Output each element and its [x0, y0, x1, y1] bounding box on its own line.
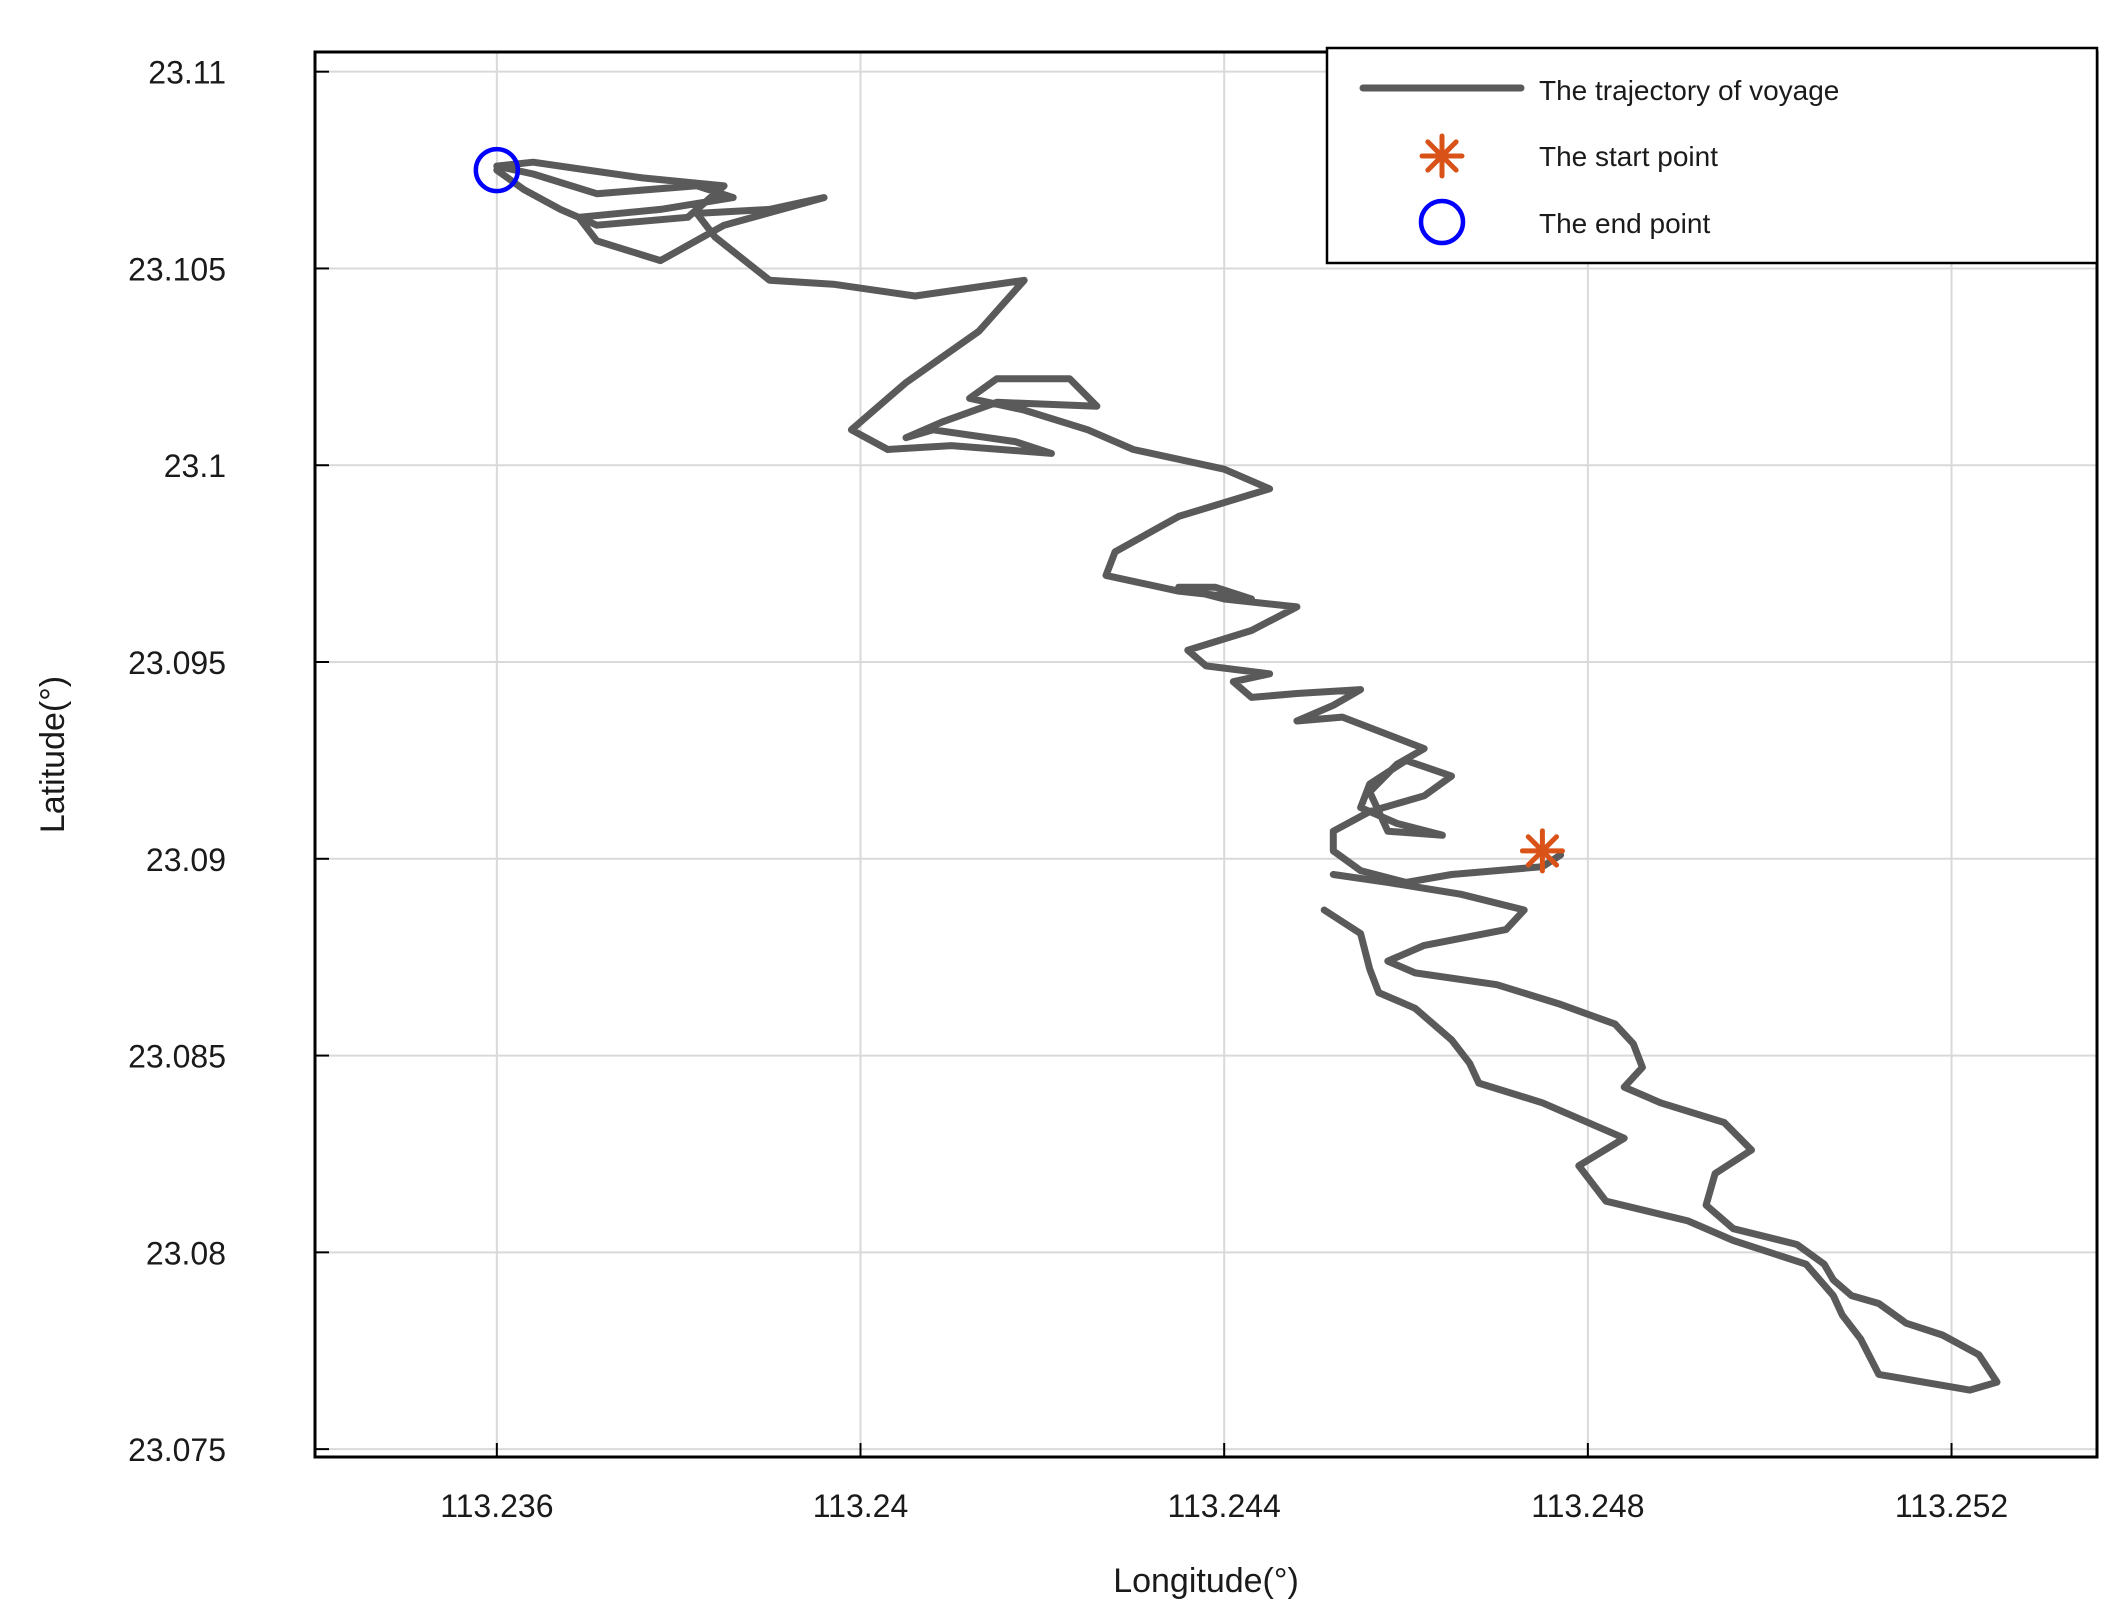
x-tick-label: 113.24 — [813, 1488, 909, 1524]
start-point-stroke — [1525, 834, 1560, 868]
axis-ticks: 113.236 113.24 113.244 113.248 113.252 23.075… — [128, 55, 2008, 1524]
x-tick-label: 113.236 — [440, 1488, 553, 1524]
legend-start-marker — [1419, 133, 1465, 179]
legend: The trajectory of voyage The start point… — [1325, 46, 2099, 265]
point-markers — [473, 146, 1565, 874]
y-tick-label: 23.11 — [148, 55, 226, 91]
legend-end-marker — [1418, 198, 1466, 246]
y-tick-label: 23.085 — [128, 1039, 226, 1075]
y-tick-label: 23.095 — [128, 645, 226, 681]
x-tick-label: 113.248 — [1531, 1488, 1644, 1524]
legend-entry-end: The end point — [1539, 208, 1710, 239]
trajectory-line — [1320, 871, 2001, 1394]
legend-entry-start: The start point — [1539, 141, 1718, 172]
x-tick-label: 113.252 — [1895, 1488, 2008, 1524]
y-tick-label: 23.1 — [164, 448, 226, 484]
start-point-stroke — [1425, 139, 1459, 173]
trajectory-line — [493, 158, 1565, 886]
y-axis-label: Latitude(°) — [34, 676, 72, 833]
x-tick-label: 113.244 — [1168, 1488, 1281, 1524]
legend-entry-trajectory: The trajectory of voyage — [1539, 75, 1839, 106]
end-point-marker — [473, 146, 521, 194]
y-tick-label: 23.08 — [146, 1235, 226, 1271]
y-tick-label: 23.105 — [128, 251, 226, 287]
trajectory-lines — [493, 158, 2001, 1394]
x-axis-label: Longitude(°) — [1113, 1562, 1299, 1600]
y-tick-label: 23.075 — [128, 1432, 226, 1468]
plot-frame — [313, 50, 2099, 1459]
start-point-marker — [1519, 828, 1565, 874]
y-tick-label: 23.09 — [146, 842, 226, 878]
